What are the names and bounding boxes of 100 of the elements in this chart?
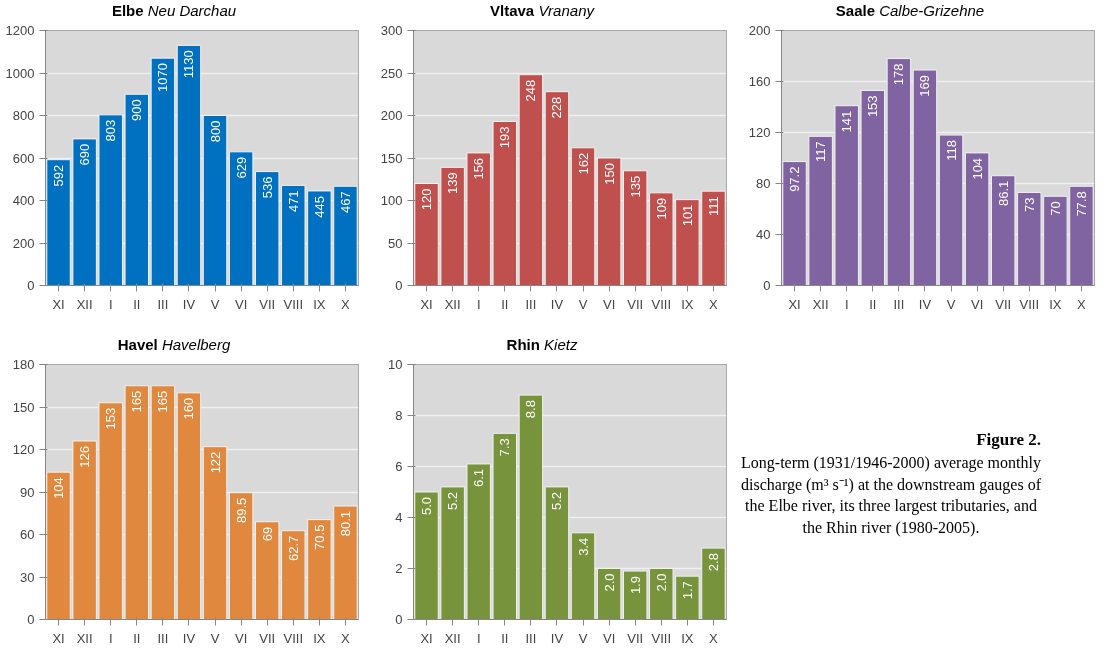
x-tick-label: XII <box>444 630 461 646</box>
data-label: 1.9 <box>627 576 643 595</box>
data-label: 471 <box>285 190 301 213</box>
y-tick-label: 1000 <box>5 65 35 81</box>
text: Figure 2. <box>975 429 1041 451</box>
x-tick-label: I <box>476 296 481 312</box>
x-tick-label: V <box>578 630 588 646</box>
data-label: 2.0 <box>653 573 669 592</box>
chart-title: Vltava Vranany <box>490 2 594 19</box>
x-tick-label: VI <box>602 630 616 646</box>
x-tick-label: XII <box>76 630 93 646</box>
data-label: 89.5 <box>233 497 249 524</box>
x-tick-label: VII <box>995 296 1012 312</box>
data-label: 153 <box>865 95 881 118</box>
x-tick-label: I <box>844 296 849 312</box>
data-label: 690 <box>77 143 93 166</box>
data-label: 160 <box>181 397 197 420</box>
y-tick-label: 0 <box>763 278 771 293</box>
x-tick-label: X <box>1077 296 1087 312</box>
y-tick-label: 0 <box>395 612 403 627</box>
data-label: 5.2 <box>549 491 565 510</box>
data-label: 5.2 <box>445 491 461 510</box>
x-tick-label: VI <box>234 296 248 312</box>
x-tick-label: V <box>578 296 588 312</box>
data-label: 169 <box>917 75 933 97</box>
data-label: 120 <box>419 188 435 211</box>
x-tick-label: II <box>501 630 509 646</box>
data-label: 126 <box>77 445 93 468</box>
x-tick-label: V <box>210 296 220 312</box>
y-tick-label: 90 <box>20 484 35 500</box>
data-label: 118 <box>943 140 959 161</box>
x-tick-label: X <box>341 296 351 312</box>
data-label: 1070 <box>155 63 171 93</box>
data-label: 3.4 <box>575 537 591 556</box>
data-label: 97.2 <box>787 166 803 192</box>
x-tick-label: VI <box>970 296 984 312</box>
y-tick-label: 30 <box>20 569 35 585</box>
x-tick-label: II <box>133 296 141 312</box>
chart-title: Saale Calbe-Grizehne <box>835 2 985 19</box>
x-tick-label: VIII <box>651 296 672 312</box>
data-label: 141 <box>839 110 855 133</box>
x-tick-label: IX <box>1049 296 1062 312</box>
x-tick-label: V <box>210 630 220 646</box>
x-tick-label: II <box>133 630 141 646</box>
data-label: 1130 <box>181 50 197 79</box>
y-tick-label: 0 <box>27 612 35 627</box>
y-tick-label: 150 <box>380 150 403 166</box>
data-label: 536 <box>259 176 275 199</box>
data-label: 104 <box>969 157 985 180</box>
x-tick-label: I <box>108 296 113 312</box>
y-tick-label: 60 <box>20 527 35 542</box>
x-tick-label: VII <box>627 296 644 312</box>
data-label: 5.0 <box>419 496 435 516</box>
x-tick-label: XI <box>420 296 433 312</box>
data-label: 111 <box>705 196 721 216</box>
y-tick-label: 6 <box>395 459 403 474</box>
data-label: 69 <box>259 526 275 542</box>
y-tick-label: 80 <box>756 176 771 191</box>
x-tick-label: XII <box>812 296 829 312</box>
x-tick-label: VII <box>627 630 644 646</box>
y-tick-label: 120 <box>12 442 35 457</box>
y-tick-label: 200 <box>748 23 771 38</box>
x-tick-label: IV <box>550 296 564 312</box>
data-label: 900 <box>129 99 145 121</box>
x-tick-label: II <box>501 296 509 312</box>
data-label: 178 <box>891 63 907 86</box>
y-tick-label: 600 <box>12 150 35 166</box>
x-tick-label: IX <box>681 296 694 312</box>
y-tick-label: 0 <box>395 278 403 293</box>
data-label: 228 <box>549 96 565 119</box>
data-label: 70 <box>1047 201 1063 216</box>
x-tick-label: XII <box>76 296 93 312</box>
data-label: 165 <box>129 390 145 413</box>
y-tick-label: 160 <box>748 74 771 89</box>
x-tick-label: XI <box>420 630 433 646</box>
x-tick-label: VIII <box>283 296 304 312</box>
x-tick-label: X <box>709 630 719 646</box>
x-tick-label: VII <box>259 630 276 646</box>
data-label: 445 <box>311 195 327 218</box>
text: Long-term (1931/1946-2000) average monthly discharge (m³ s⁻¹) at the downstream gauges of the Elbe river, its three largest tributaries, and the Rhin river (1980-2005). <box>741 452 1041 539</box>
x-tick-label: X <box>341 630 351 646</box>
data-label: 1.7 <box>679 581 695 600</box>
x-tick-label: XI <box>788 296 801 312</box>
y-tick-label: 300 <box>380 23 403 38</box>
x-tick-label: III <box>525 296 537 312</box>
x-tick-label: VIII <box>1019 296 1040 312</box>
y-tick-label: 8 <box>395 408 403 423</box>
x-tick-label: VI <box>602 296 616 312</box>
data-label: 122 <box>207 451 223 474</box>
x-tick-label: X <box>709 296 719 312</box>
y-tick-label: 100 <box>380 193 403 208</box>
y-tick-label: 800 <box>12 108 35 123</box>
x-tick-label: III <box>157 630 169 646</box>
x-tick-label: XII <box>444 296 461 312</box>
x-tick-label: IX <box>313 296 326 312</box>
y-tick-label: 2 <box>395 561 403 576</box>
data-label: 592 <box>51 164 67 187</box>
x-tick-label: III <box>525 630 537 646</box>
data-label: 150 <box>601 162 617 185</box>
x-tick-label: III <box>893 296 905 312</box>
